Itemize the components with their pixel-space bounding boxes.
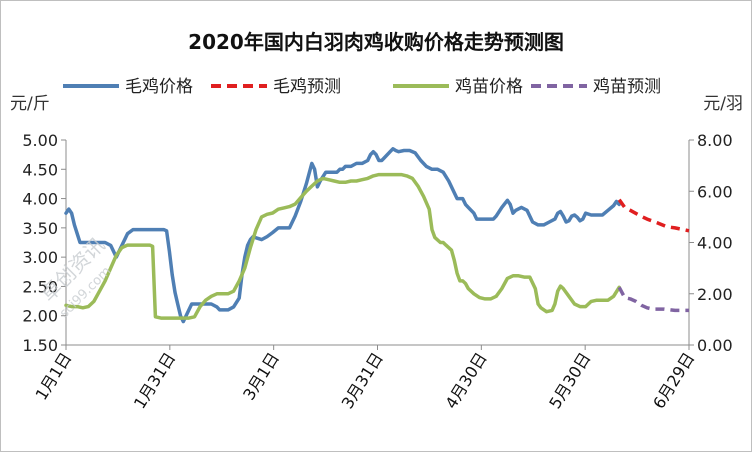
y-right-tick-label: 0.00: [697, 336, 733, 355]
x-tick-label: 4月30日: [441, 349, 490, 412]
y-left-unit-label: 元/斤: [10, 94, 50, 114]
y-right-tick-label: 8.00: [697, 131, 733, 150]
x-tick-label: 1月31日: [130, 349, 179, 412]
y-left-tick-label: 2.50: [22, 277, 58, 296]
series-group: [64, 147, 690, 324]
x-tick-label: 3月31日: [338, 349, 387, 412]
y-right-tick-label: 6.00: [697, 182, 733, 201]
legend-label-3: 鸡苗价格: [455, 77, 523, 97]
series-line-4: [617, 286, 689, 313]
series-line-1: [64, 147, 621, 324]
y-right-tick-label: 2.00: [697, 285, 733, 304]
series-line-3: [64, 172, 621, 320]
y-left-tick-label: 3.00: [22, 248, 58, 267]
series-line-2: [617, 198, 690, 233]
x-tick-label: 1月1日: [32, 349, 76, 403]
x-tick-label: 3月1日: [239, 349, 283, 403]
y-left-tick-label: 5.00: [22, 131, 58, 150]
y-left-tick-label: 3.50: [22, 219, 58, 238]
chart-title: 2020年国内白羽肉鸡收购价格走势预测图: [188, 30, 564, 54]
y-left-tick-label: 4.00: [22, 190, 58, 209]
legend-label-2: 毛鸡预测: [273, 77, 341, 97]
legend: 毛鸡价格 毛鸡预测 鸡苗价格 鸡苗预测: [63, 77, 661, 97]
y-left-tick-label: 4.50: [22, 160, 58, 179]
legend-label-1: 毛鸡价格: [125, 77, 193, 97]
legend-label-4: 鸡苗预测: [593, 77, 661, 97]
x-tick-label: 5月30日: [545, 349, 594, 412]
x-tick-label: 6月29日: [649, 349, 698, 412]
y-left-tick-label: 2.00: [22, 307, 58, 326]
y-right-tick-label: 4.00: [697, 234, 733, 253]
y-right-unit-label: 元/羽: [703, 94, 743, 114]
y-left-tick-label: 1.50: [22, 336, 58, 355]
